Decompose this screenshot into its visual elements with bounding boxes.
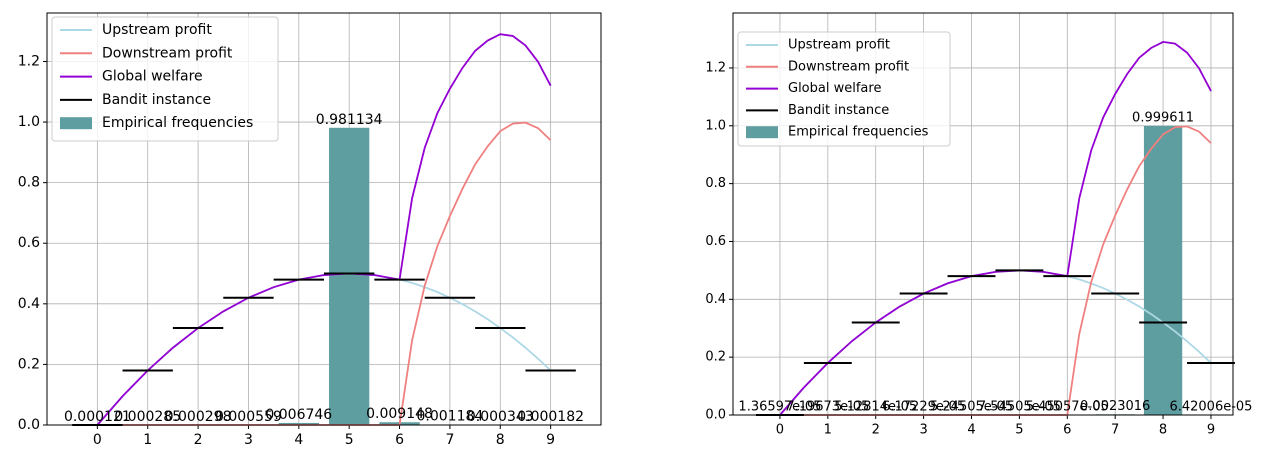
bar-value-label: 0.000182 bbox=[517, 409, 584, 425]
curve bbox=[96, 272, 552, 426]
y-tick-label: 1.0 bbox=[705, 118, 726, 133]
x-tick-label: 0 bbox=[776, 423, 784, 438]
axes-frame bbox=[46, 12, 602, 426]
y-tick-label: 0.2 bbox=[705, 350, 726, 365]
bar-value-label: 5.24505e-05 bbox=[930, 399, 1013, 414]
legend-label: Downstream profit bbox=[788, 59, 909, 74]
bar bbox=[1143, 125, 1183, 415]
x-tick-label: 9 bbox=[1207, 423, 1215, 438]
legend-box bbox=[51, 16, 279, 142]
y-tick-label: 0.2 bbox=[18, 356, 40, 372]
x-tick-label: 7 bbox=[445, 432, 454, 448]
bar-value-label: 0.000285 bbox=[114, 409, 181, 425]
x-tick-label: 4 bbox=[967, 423, 975, 438]
y-tick-label: 1.0 bbox=[18, 114, 40, 130]
x-tick-label: 5 bbox=[345, 432, 354, 448]
bar-value-label: 0.009148 bbox=[366, 406, 433, 422]
legend-swatch bbox=[60, 117, 92, 130]
x-tick-label: 3 bbox=[919, 423, 927, 438]
bar-value-label: 5.12814e-05 bbox=[834, 399, 917, 414]
y-tick-label: 0.6 bbox=[705, 234, 726, 249]
bar-value-label: 0.000298 bbox=[165, 409, 232, 425]
bar-value-label: 0.001184 bbox=[417, 409, 484, 425]
axes-frame bbox=[732, 12, 1234, 416]
legend-label: Empirical frequencies bbox=[788, 125, 929, 140]
x-tick-label: 9 bbox=[546, 432, 555, 448]
x-tick-label: 1 bbox=[824, 423, 832, 438]
legend-label: Global welfare bbox=[102, 69, 203, 85]
y-tick-label: 0.8 bbox=[705, 176, 726, 191]
legend-label: Bandit instance bbox=[788, 103, 889, 118]
x-tick-label: 5 bbox=[1015, 423, 1023, 438]
legend-label: Downstream profit bbox=[102, 45, 233, 61]
y-tick-label: 0.0 bbox=[18, 417, 40, 433]
x-tick-label: 6 bbox=[1063, 423, 1071, 438]
y-tick-label: 0.8 bbox=[18, 175, 40, 191]
x-tick-label: 0 bbox=[93, 432, 102, 448]
x-tick-label: 7 bbox=[1111, 423, 1119, 438]
bar-value-label: 7.19673e-05 bbox=[786, 399, 869, 414]
x-tick-label: 8 bbox=[1159, 423, 1167, 438]
bar-value-label: 0.999611 bbox=[1132, 110, 1194, 125]
legend-label: Upstream profit bbox=[102, 22, 212, 38]
legend-label: Bandit instance bbox=[102, 92, 211, 108]
x-tick-label: 4 bbox=[294, 432, 303, 448]
x-tick-label: 6 bbox=[395, 432, 404, 448]
bar-value-label: 0.981134 bbox=[316, 112, 383, 128]
legend-box bbox=[737, 31, 951, 147]
y-tick-label: 0.0 bbox=[705, 408, 726, 423]
y-tick-label: 0.6 bbox=[18, 235, 40, 251]
bar bbox=[329, 127, 370, 425]
bar-value-label: 1.36597e-05 bbox=[738, 399, 821, 414]
bar-value-label: 0.000559 bbox=[215, 409, 282, 425]
x-tick-label: 2 bbox=[872, 423, 880, 438]
y-tick-label: 0.4 bbox=[18, 296, 40, 312]
y-tick-label: 1.2 bbox=[705, 60, 726, 75]
legend-swatch bbox=[746, 126, 778, 139]
bar-value-label: 0.000121 bbox=[64, 409, 131, 425]
legend-label: Global welfare bbox=[788, 81, 881, 96]
bar bbox=[278, 422, 319, 425]
bar-value-label: 6.17229e-05 bbox=[882, 399, 965, 414]
x-tick-label: 2 bbox=[194, 432, 203, 448]
x-tick-label: 3 bbox=[244, 432, 253, 448]
bar-value-label: 5.45057e-05 bbox=[1026, 399, 1109, 414]
legend-label: Empirical frequencies bbox=[102, 115, 253, 131]
x-tick-label: 1 bbox=[143, 432, 152, 448]
y-tick-label: 1.2 bbox=[18, 53, 40, 69]
bar-value-label: 0.0023016 bbox=[1080, 399, 1150, 414]
bar-value-label: 7.54505e-05 bbox=[978, 399, 1061, 414]
bar-value-label: 0.006746 bbox=[265, 407, 332, 423]
x-tick-label: 8 bbox=[496, 432, 505, 448]
bar-value-label: 6.42006e-05 bbox=[1169, 399, 1252, 414]
y-tick-label: 0.4 bbox=[705, 292, 726, 307]
legend-label: Upstream profit bbox=[788, 38, 890, 53]
bar-value-label: 0.000343 bbox=[467, 409, 534, 425]
